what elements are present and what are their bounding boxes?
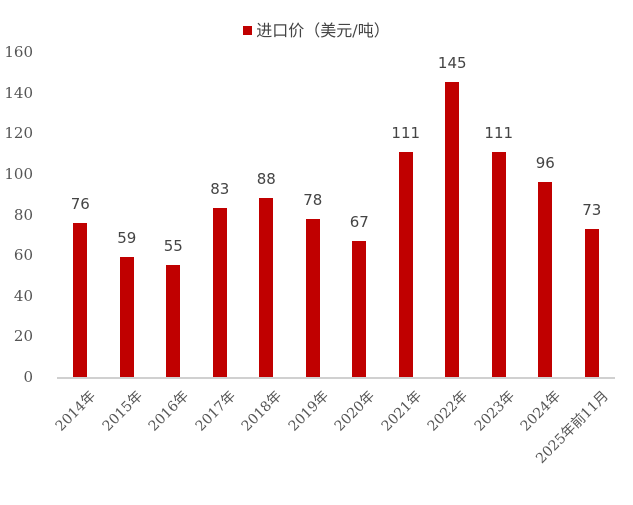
- chart-legend: 进口价（美元/吨）: [0, 17, 633, 41]
- bar: [398, 151, 413, 377]
- bar: [352, 240, 367, 377]
- x-tick-label: 2022年: [424, 388, 472, 435]
- data-label: 83: [210, 180, 230, 199]
- data-label: 111: [391, 123, 421, 142]
- bar: [166, 265, 181, 377]
- y-tick-label: 60: [13, 246, 33, 265]
- y-tick-label: 100: [4, 164, 33, 183]
- legend-swatch: [243, 26, 253, 35]
- x-tick-label: 2015年: [99, 388, 146, 435]
- bar: [445, 82, 460, 377]
- bar: [212, 208, 227, 377]
- bar: [538, 182, 553, 377]
- bar: [584, 228, 599, 377]
- bar: [491, 151, 506, 377]
- y-tick-label: 160: [4, 43, 33, 61]
- x-tick-label: 2017年: [192, 388, 239, 435]
- y-tick-label: 0: [23, 368, 33, 386]
- x-tick-label: 2018年: [238, 388, 286, 435]
- x-tick-label: 2021年: [378, 388, 425, 435]
- data-label: 96: [535, 154, 555, 172]
- x-tick-label: 2014年: [52, 388, 100, 435]
- x-tick-label: 2020年: [331, 388, 379, 435]
- y-tick-label: 120: [4, 124, 33, 143]
- data-label: 55: [163, 237, 183, 256]
- x-tick-label: 2023年: [471, 388, 518, 435]
- data-label: 73: [582, 200, 602, 219]
- data-label: 78: [303, 190, 323, 209]
- x-axis-line: [57, 377, 615, 379]
- data-label: 145: [437, 54, 467, 73]
- bar: [259, 198, 274, 377]
- data-label: 67: [349, 212, 369, 231]
- data-label: 88: [256, 170, 276, 189]
- data-label: 59: [117, 229, 137, 248]
- y-tick-label: 40: [13, 286, 33, 305]
- x-tick-label: 2016年: [145, 388, 193, 435]
- data-label: 111: [484, 123, 514, 142]
- bar: [73, 222, 88, 377]
- y-tick-label: 140: [4, 83, 33, 102]
- y-tick-label: 20: [13, 327, 33, 346]
- x-tick-label: 2019年: [285, 388, 332, 435]
- legend-label: 进口价（美元/吨）: [256, 21, 390, 40]
- data-label: 76: [70, 194, 90, 213]
- bar: [305, 218, 320, 377]
- bar: [119, 257, 134, 377]
- y-tick-label: 80: [13, 205, 33, 224]
